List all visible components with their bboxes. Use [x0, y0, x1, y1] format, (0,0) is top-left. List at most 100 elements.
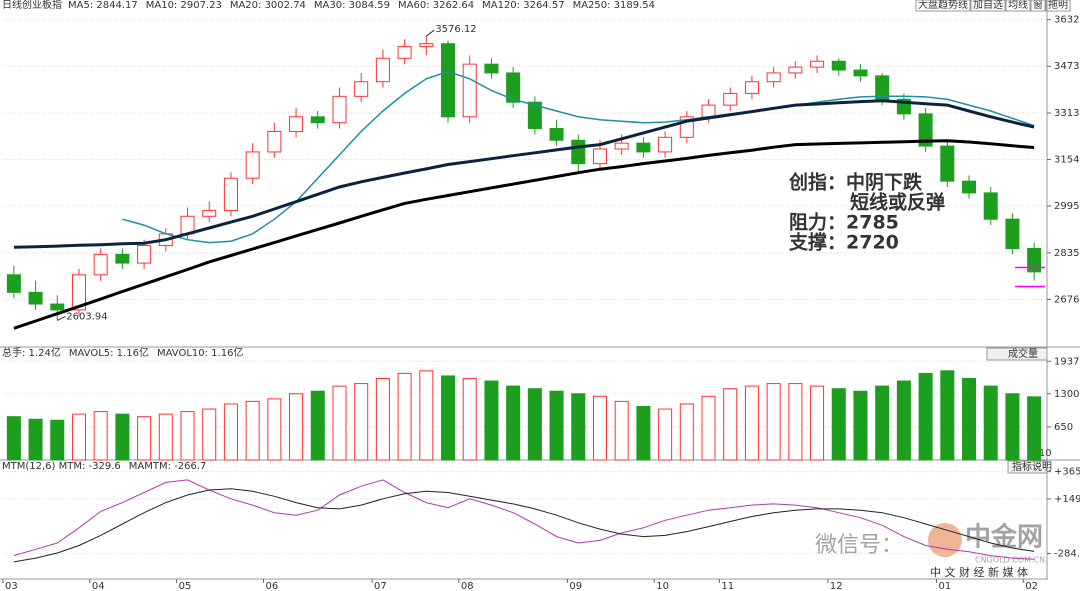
legend-item: MTM(12,6) MTM: -329.6: [2, 461, 121, 472]
volume-selector[interactable]: [986, 347, 1048, 361]
toolbar-frame[interactable]: [1045, 0, 1071, 12]
legend-item: MA5: 2844.17: [68, 0, 138, 11]
candle-body: [701, 104, 716, 118]
toolbar-button[interactable]: 均线: [1008, 0, 1028, 11]
legend-item: MAVOL10: 1.16亿: [157, 346, 243, 359]
resistance-value: 2785: [846, 212, 899, 234]
candle-body: [332, 95, 347, 124]
indicator-line: [13, 488, 1035, 563]
volume-bar: [918, 372, 933, 461]
x-tick-label: 06: [266, 581, 279, 591]
legend-item: MAVOL5: 1.16亿: [69, 346, 149, 359]
toolbar-frame[interactable]: [970, 0, 1006, 12]
candle-body: [397, 46, 412, 59]
x-tick-label: 03: [5, 581, 18, 591]
candle-body: [115, 253, 130, 264]
volume-bar: [527, 388, 542, 461]
candle-body: [245, 151, 260, 179]
candle-body: [354, 81, 369, 97]
candle-body: [375, 57, 390, 83]
legend-item: MA250: 3189.54: [573, 0, 655, 11]
support-label: 支撑：: [788, 231, 846, 254]
indicator-help[interactable]: 指标说明: [1012, 460, 1052, 473]
candle-body: [983, 192, 998, 220]
volume-bar: [962, 377, 977, 461]
candle-body: [484, 63, 499, 74]
candle-body: [462, 63, 477, 118]
period-label: 日线: [2, 0, 22, 11]
candle-body: [571, 139, 586, 165]
watermark-brand: 中金网: [965, 522, 1043, 553]
candle-body: [788, 66, 803, 74]
watermark-wechat: 微信号：: [815, 533, 903, 558]
volume-bar: [614, 400, 629, 461]
legend-item: MA20: 3002.74: [230, 0, 306, 11]
moving-average: [122, 70, 1035, 244]
toolbar-frame[interactable]: [1030, 0, 1046, 12]
y-tick-label: +365.5: [1054, 467, 1080, 478]
volume-bar: [810, 385, 825, 461]
candle-body: [28, 291, 43, 305]
candle-body: [289, 116, 304, 132]
peak-label: 3576.12: [435, 24, 476, 35]
volume-bar: [744, 385, 759, 461]
watermark-slogan: 中 文 财 经 新 媒 体: [930, 565, 1028, 579]
volume-bar: [419, 370, 434, 461]
candle-body: [592, 148, 607, 165]
toolbar-button[interactable]: 拖明: [1048, 0, 1068, 11]
toolbar-frame[interactable]: [1005, 0, 1031, 12]
candle-body: [71, 274, 86, 311]
volume-bar: [983, 385, 998, 461]
toolbar-button[interactable]: 大盘趋势线: [918, 0, 968, 11]
y-tick-label: 1937: [1054, 356, 1079, 367]
volume-bar: [484, 380, 499, 461]
toolbar-frame[interactable]: [915, 0, 971, 12]
y-tick-label: 3473: [1054, 61, 1079, 72]
toolbar-button[interactable]: 加自选: [973, 0, 1003, 11]
candle-body: [658, 136, 673, 153]
note-line: 创指：中阴下跌: [788, 171, 923, 194]
candle-body: [441, 43, 456, 118]
legend-item: MAMTM: -266.7: [129, 461, 207, 472]
support-value: 2720: [846, 232, 899, 254]
candle-body: [202, 209, 217, 217]
legend-item: 总手: 1.24亿: [2, 346, 61, 359]
x-tick-label: 01: [938, 581, 951, 591]
volume-bar: [6, 416, 21, 461]
volume-bar: [223, 403, 238, 461]
peak-pointer: [426, 29, 435, 37]
x-tick-label: 05: [179, 581, 192, 591]
volume-bar: [202, 408, 217, 461]
candle-body: [549, 128, 564, 141]
x-tick-label: 07: [374, 581, 387, 591]
volume-bar: [831, 388, 846, 461]
indicator-help-button[interactable]: [1007, 460, 1048, 474]
volume-selector-label[interactable]: 成交量: [1008, 347, 1038, 360]
volume-bar: [940, 370, 955, 461]
candle-body: [527, 101, 542, 130]
volume-bar: [788, 383, 803, 461]
x-tick-label: 02: [1025, 581, 1038, 591]
volume-bar: [1027, 396, 1042, 461]
volume-bar: [397, 372, 412, 461]
volume-bar: [462, 377, 477, 461]
candle-body: [744, 81, 759, 94]
y-tick-label: 2835: [1054, 248, 1079, 259]
y-tick-label: 2995: [1054, 201, 1079, 212]
volume-bar: [93, 411, 108, 461]
toolbar-button[interactable]: 窗: [1033, 0, 1043, 11]
x-tick-label: 10: [656, 581, 669, 591]
volume-bar: [506, 385, 521, 461]
volume-bar: [115, 413, 130, 461]
candle-body: [1005, 218, 1020, 249]
candle-body: [50, 303, 65, 311]
volume-bar: [636, 406, 651, 461]
candle-body: [918, 113, 933, 147]
candle-body: [962, 180, 977, 194]
volume-bar: [592, 395, 607, 461]
candle-body: [723, 92, 738, 106]
candle-body: [810, 60, 825, 68]
volume-bar: [571, 393, 586, 461]
